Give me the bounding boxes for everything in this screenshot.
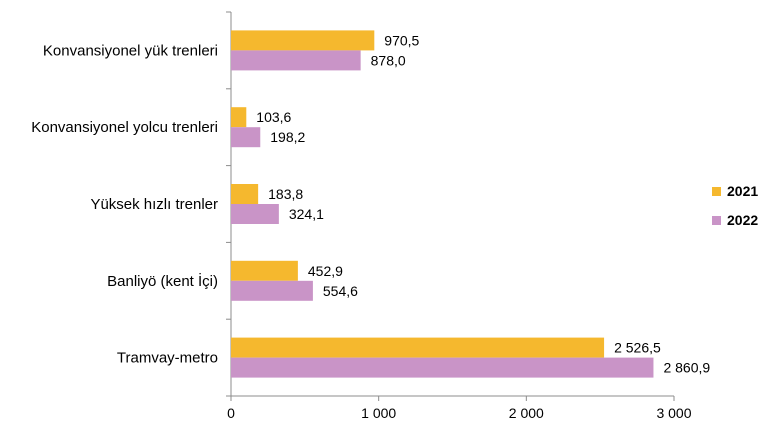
bars-layer	[231, 30, 654, 378]
data-label: 554,6	[323, 283, 358, 299]
bar-2021	[231, 30, 375, 51]
data-label: 2 860,9	[663, 360, 710, 376]
category-label: Konvansiyonel yük trenleri	[43, 42, 218, 59]
bar-2021	[231, 107, 247, 128]
data-label: 970,5	[384, 32, 419, 48]
data-label: 2 526,5	[614, 340, 661, 356]
x-tick-label: 0	[227, 405, 235, 421]
x-tick-label: 1 000	[361, 405, 396, 421]
x-tick-label: 3 000	[656, 405, 691, 421]
data-label: 103,6	[256, 109, 291, 125]
bar-2021	[231, 260, 298, 281]
legend-label: 2021	[727, 183, 758, 199]
legend-swatch	[712, 187, 721, 196]
data-label: 183,8	[268, 186, 303, 202]
category-label: Yüksek hızlı trenler	[90, 196, 218, 213]
labels-layer: Konvansiyonel yük trenleri Konvansiyonel …	[31, 32, 710, 375]
bar-2022	[231, 204, 279, 224]
category-label: Banliyö (kent İçi)	[107, 272, 218, 290]
legend: 2021 2022	[712, 183, 758, 228]
data-label: 452,9	[308, 263, 343, 279]
bar-2021	[231, 184, 259, 204]
legend-label: 2022	[727, 212, 758, 228]
bar-2021	[231, 337, 605, 358]
data-label: 324,1	[289, 206, 324, 222]
axis-layer: 0 1 000 2 000 3 000	[226, 11, 692, 421]
bar-2022	[231, 280, 313, 301]
legend-swatch	[712, 216, 721, 225]
data-label: 198,2	[270, 129, 305, 145]
bar-2022	[231, 50, 361, 71]
bar-2022	[231, 127, 261, 148]
x-tick-label: 2 000	[509, 405, 544, 421]
bar-2022	[231, 357, 654, 378]
category-label: Tramvay-metro	[117, 350, 218, 367]
category-label: Konvansiyonel yolcu trenleri	[31, 119, 218, 136]
data-label: 878,0	[371, 52, 406, 68]
